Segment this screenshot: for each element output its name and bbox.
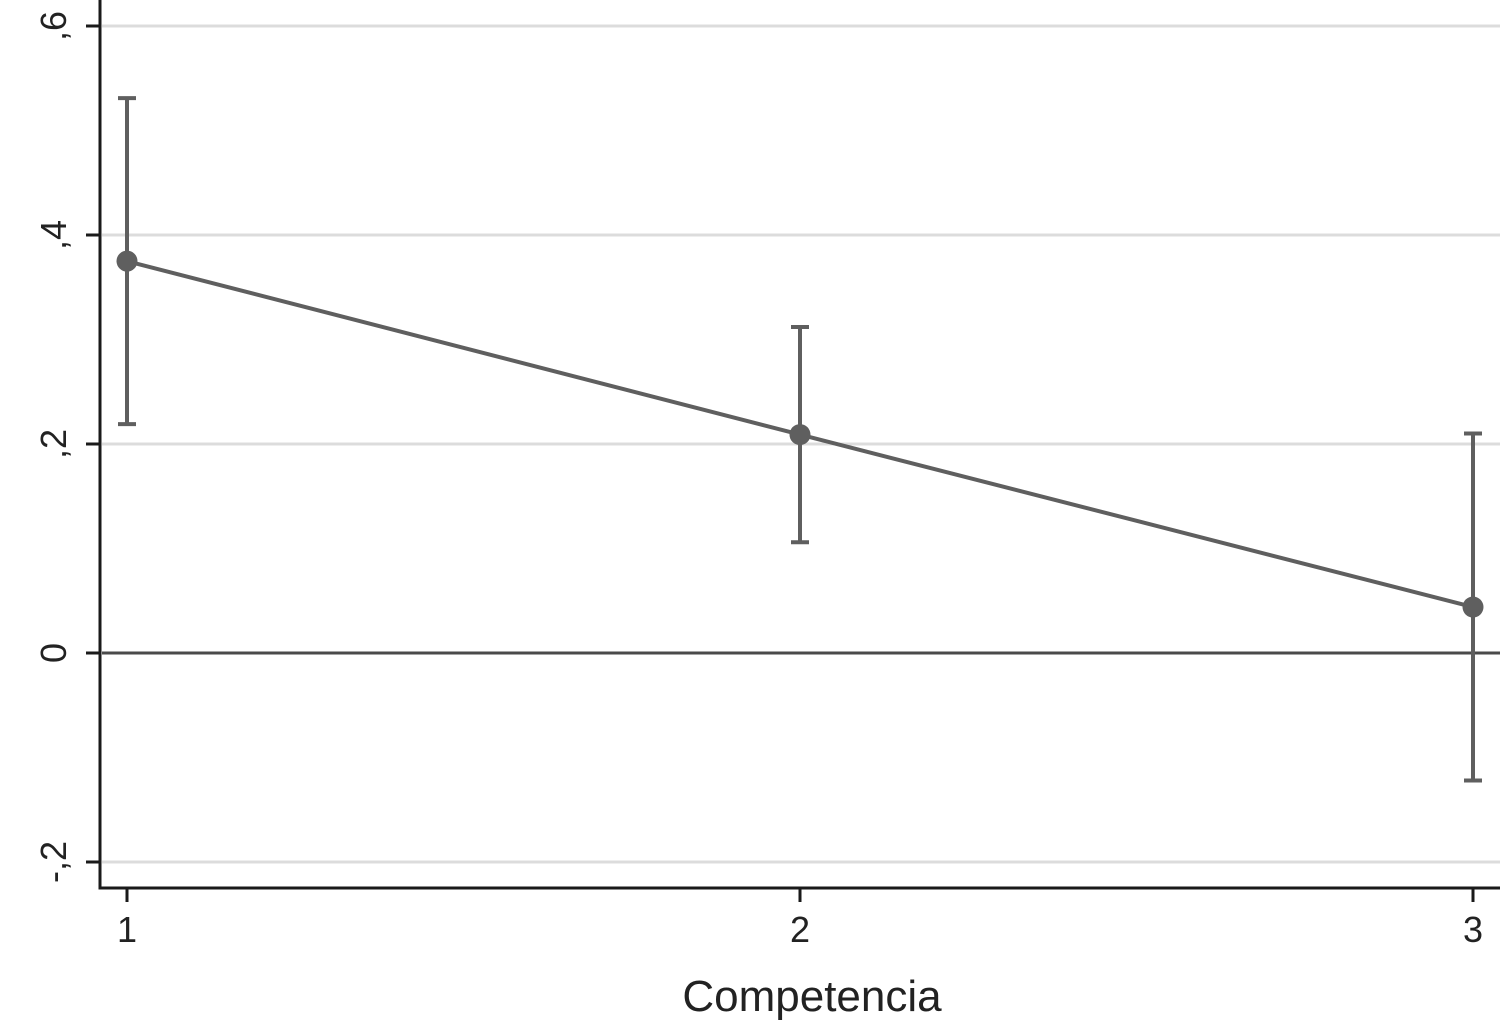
axis-layer — [86, 0, 1500, 902]
x-axis-title: Competencia — [682, 972, 942, 1021]
x-tick-label-1: 2 — [790, 909, 810, 950]
point-layer — [116, 250, 1484, 618]
data-point-1 — [789, 424, 811, 446]
grid-layer — [102, 24, 1500, 864]
data-point-0 — [116, 250, 138, 272]
y-tick-label-0: -,2 — [33, 841, 74, 883]
y-tick-label-1: 0 — [33, 643, 74, 663]
y-tick-label-4: ,6 — [33, 11, 74, 41]
y-tick-label-3: ,4 — [33, 220, 74, 250]
label-layer: Competencia -,2 0 ,2 ,4 ,6 1 2 3 — [33, 11, 1483, 1021]
data-point-2 — [1462, 596, 1484, 618]
x-tick-label-0: 1 — [117, 909, 137, 950]
y-tick-label-2: ,2 — [33, 429, 74, 459]
x-tick-label-2: 3 — [1463, 909, 1483, 950]
